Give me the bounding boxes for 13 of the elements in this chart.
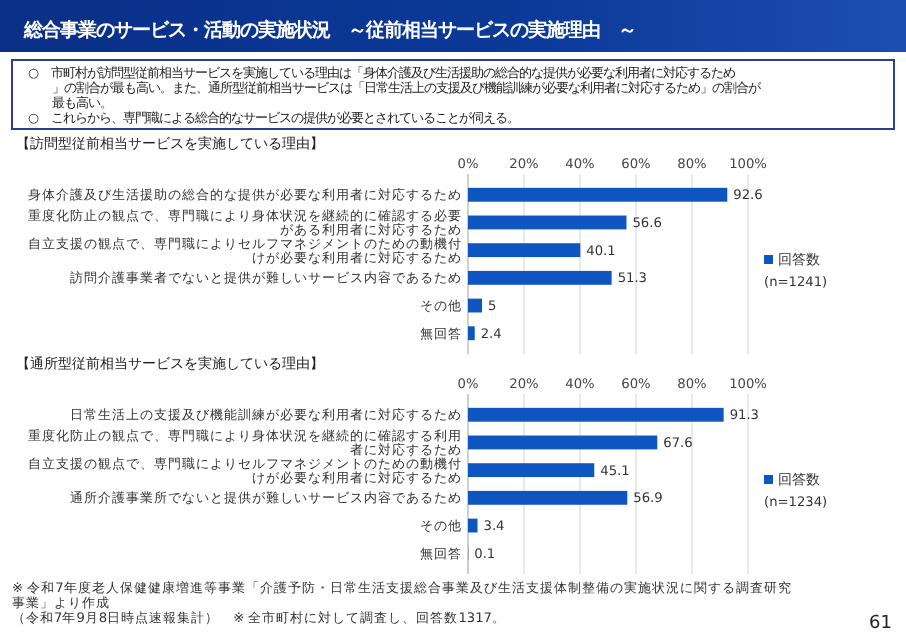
bar: [468, 270, 612, 285]
bar: [468, 243, 581, 258]
bar: [468, 518, 478, 533]
bar: [468, 326, 475, 341]
bar: [468, 463, 595, 478]
bar: [468, 407, 724, 422]
text: 総合事業のサービス・活動の実施状況 ～従前相当サービスの実施理由 ～: [22, 20, 636, 42]
bar: [468, 187, 728, 202]
bar: [468, 435, 658, 450]
bar: [468, 215, 627, 230]
bar: [468, 490, 628, 505]
text: 61: [869, 614, 892, 634]
bar: [468, 298, 482, 313]
